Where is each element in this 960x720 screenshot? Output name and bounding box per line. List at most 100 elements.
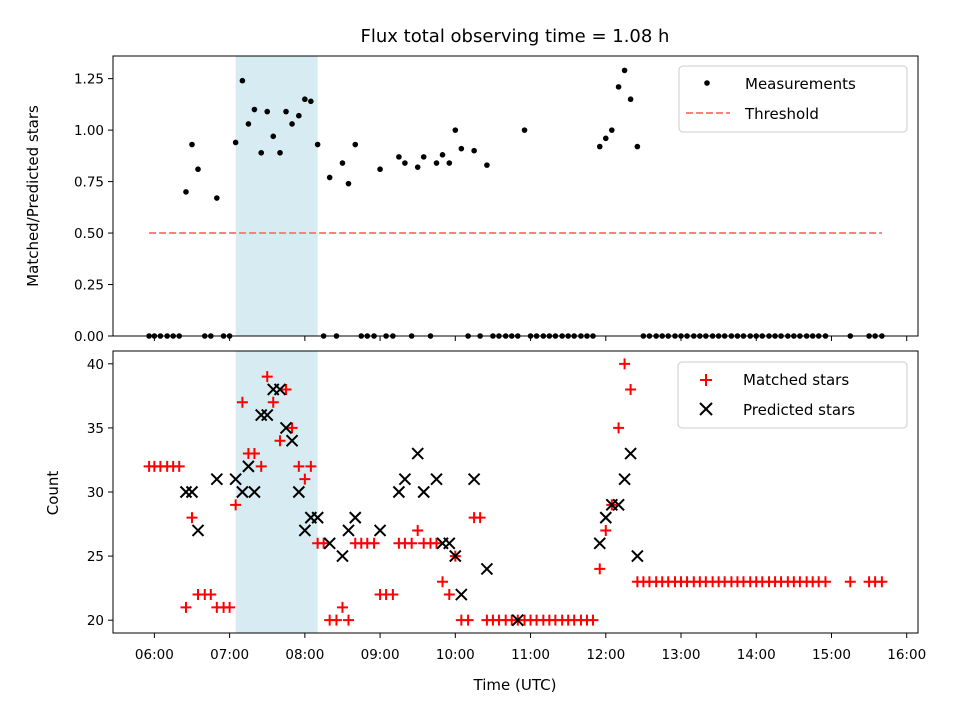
predicted-star-point xyxy=(430,472,443,486)
measurement-point xyxy=(414,164,421,170)
measurement-point xyxy=(302,96,308,103)
matched-star-point xyxy=(230,499,242,511)
matched-star-point xyxy=(186,512,198,524)
measurement-point xyxy=(433,160,440,166)
matched-star-point xyxy=(587,614,599,626)
predicted-star-point xyxy=(624,447,637,460)
x-tick-label: 14:00 xyxy=(737,647,776,663)
matched-star-point xyxy=(180,601,192,613)
top-legend-box xyxy=(678,65,908,133)
measurement-point xyxy=(258,149,265,156)
predicted-star-point xyxy=(511,613,524,627)
matched-star-point xyxy=(280,383,292,395)
matched-star-point xyxy=(594,563,606,575)
measurement-point xyxy=(602,135,609,142)
y-tick-label: 1.00 xyxy=(74,123,104,139)
predicted-star-point xyxy=(323,537,336,550)
predicted-star-point xyxy=(612,498,625,512)
x-tick-label: 15:00 xyxy=(812,647,851,663)
x-tick-label: 16:00 xyxy=(887,647,926,663)
top-axes-frame xyxy=(112,55,919,337)
bottom-legend-box xyxy=(677,361,908,429)
matched-star-point xyxy=(274,435,286,447)
matched-star-point xyxy=(437,576,449,588)
predicted-star-point xyxy=(273,383,287,396)
x-tick-label: 08:00 xyxy=(285,647,324,663)
predicted-star-point xyxy=(279,421,293,435)
bottom-axes: 20 25 30 35 40 06:00 07:00 08:00 09:00 10:00 11:0… xyxy=(44,350,926,694)
matched-star-point xyxy=(330,614,342,626)
measurement-point xyxy=(345,180,352,187)
measurement-point xyxy=(283,108,289,115)
matched-star-point xyxy=(819,576,831,588)
matched-star-point xyxy=(387,589,399,601)
matched-star-point xyxy=(318,537,330,549)
measurement-point xyxy=(521,127,528,133)
measurement-point xyxy=(634,143,641,150)
y-tick-label: 40 xyxy=(87,357,104,373)
measurement-point xyxy=(352,141,359,148)
legend-measurements-label: Measurements xyxy=(745,75,856,93)
matched-star-point xyxy=(368,537,380,549)
matched-star-point xyxy=(412,524,424,536)
predicted-star-point xyxy=(411,447,424,460)
predicted-star-point xyxy=(261,408,274,422)
predicted-star-point xyxy=(229,472,242,486)
matched-star-point xyxy=(600,524,612,536)
matched-star-point xyxy=(336,601,348,613)
measurement-point xyxy=(277,149,283,156)
x-tick-label: 13:00 xyxy=(662,647,701,663)
measurement-point xyxy=(296,112,302,119)
measurement-point xyxy=(183,189,189,195)
top-x-ticks xyxy=(153,336,908,341)
y-tick-label: 0.50 xyxy=(74,226,104,242)
predicted-star-point xyxy=(342,524,355,537)
y-tick-label: 20 xyxy=(87,613,104,629)
predicted-star-point xyxy=(191,524,205,537)
matched-star-point xyxy=(261,371,273,383)
legend-threshold-label: Threshold xyxy=(744,105,819,123)
measurement-point xyxy=(471,147,477,154)
measurement-point xyxy=(189,141,195,148)
predicted-star-point xyxy=(311,511,324,524)
matched-star-point xyxy=(844,576,856,588)
measurement-point xyxy=(420,154,427,160)
y-tick-label: 0.75 xyxy=(74,175,104,191)
x-axis-label: Time (UTC) xyxy=(473,676,557,694)
matched-star-point xyxy=(205,589,217,601)
measurement-point xyxy=(621,67,628,74)
x-tick-label: 07:00 xyxy=(210,647,249,663)
measurement-point xyxy=(195,166,201,173)
predicted-star-point xyxy=(336,549,349,563)
x-tick-label: 06:00 xyxy=(135,647,174,663)
matched-star-point xyxy=(876,576,888,588)
measurement-point xyxy=(452,127,459,133)
matched-star-point xyxy=(613,422,625,434)
measurement-point xyxy=(326,174,333,181)
y-tick-label: 35 xyxy=(87,421,104,437)
predicted-star-point xyxy=(298,524,312,537)
bottom-axes-frame xyxy=(112,350,919,634)
measurement-point xyxy=(251,106,258,113)
matched-star-point xyxy=(267,396,279,408)
measurement-point xyxy=(377,166,383,173)
predicted-star-point xyxy=(242,460,255,473)
bottom-legend: Matched stars Predicted stars xyxy=(677,361,908,429)
legend-matched-marker xyxy=(700,374,712,386)
predicted-star-point xyxy=(467,472,481,486)
legend-predicted-marker xyxy=(699,402,713,416)
y-tick-label: 25 xyxy=(87,549,104,565)
x-tick-label: 12:00 xyxy=(586,647,625,663)
measurement-point xyxy=(615,84,622,90)
measurement-point xyxy=(239,77,246,84)
predicted-star-point xyxy=(210,472,224,486)
predicted-star-point xyxy=(179,485,193,499)
measurement-point xyxy=(608,127,615,133)
predicted-star-point xyxy=(285,434,299,447)
predicted-star-point xyxy=(480,562,494,576)
legend-predicted-label: Predicted stars xyxy=(743,401,855,419)
matched-star-point xyxy=(462,614,474,626)
predicted-star-point xyxy=(349,511,362,524)
measurement-point xyxy=(245,121,252,127)
